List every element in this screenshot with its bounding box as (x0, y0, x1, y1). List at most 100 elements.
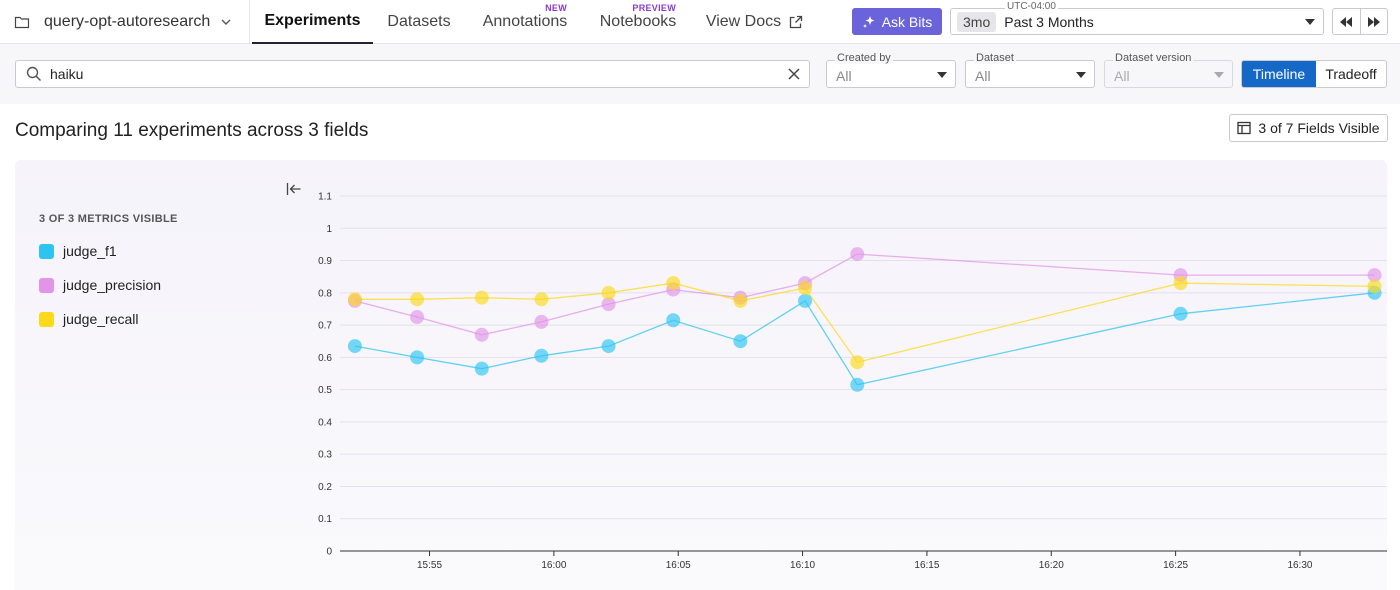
legend-swatch (39, 243, 54, 259)
search-box (15, 60, 810, 88)
timeline-chart: 0 0.1 0.2 0.3 0.4 0.5 0.6 0.7 0.8 0.9 1 1.1 15:55 16… (318, 192, 1387, 571)
x-tick-label: 15:55 (417, 560, 442, 571)
y-tick-label: 0.3 (318, 450, 332, 461)
x-tick-label: 16:10 (790, 560, 815, 571)
tab-label: Experiments (264, 12, 361, 29)
fast-forward-icon (1367, 16, 1380, 27)
x-axis-ticks: 15:55 16:00 16:05 16:10 16:15 16:20 16:25 16:30 (417, 551, 1313, 571)
data-point-judge-recall (1173, 276, 1188, 291)
data-point-judge-f1 (534, 348, 549, 363)
data-point-judge-recall (733, 293, 748, 308)
legend-header: 3 OF 3 METRICS VISIBLE (39, 213, 178, 225)
external-link-icon (789, 15, 803, 29)
data-point-judge-f1 (798, 293, 813, 308)
legend-swatch (39, 311, 54, 327)
dataset-value: All (975, 68, 991, 84)
y-tick-label: 0.6 (318, 353, 332, 364)
dataset-version-value: All (1114, 68, 1130, 84)
caret-down-icon (937, 72, 947, 78)
top-navigation: query-opt-autoresearch Experiments Datas… (0, 0, 1400, 44)
time-forward-button[interactable] (1359, 9, 1388, 34)
tab-label: View Docs (705, 13, 782, 30)
folder-icon (14, 16, 30, 29)
data-point-judge-f1 (474, 361, 489, 376)
legend-item-judge-f1[interactable]: judge_f1 (39, 243, 117, 259)
tab-datasets[interactable]: Datasets (373, 0, 465, 44)
rewind-icon (1340, 16, 1353, 27)
x-tick-label: 16:20 (1039, 560, 1064, 571)
tab-experiments[interactable]: Experiments (252, 0, 373, 44)
series-line-judge-recall (354, 282, 1375, 363)
dataset-dropdown[interactable]: Dataset All (965, 52, 1095, 88)
time-range-picker[interactable]: UTC-04:00 3mo Past 3 Months (950, 1, 1324, 35)
search-input[interactable] (50, 66, 787, 82)
data-point-judge-recall (601, 285, 616, 300)
data-point-judge-recall (347, 292, 362, 307)
time-back-button[interactable] (1333, 9, 1360, 34)
caret-down-icon (1305, 19, 1315, 25)
dataset-version-dropdown[interactable]: Dataset version All (1104, 52, 1233, 88)
ask-bits-label: Ask Bits (881, 13, 933, 30)
timeline-toggle-button[interactable]: Timeline (1242, 61, 1316, 87)
data-point-judge-precision (850, 247, 865, 262)
x-tick-label: 16:00 (541, 560, 566, 571)
data-point-judge-recall (474, 290, 489, 305)
legend-label: judge_precision (63, 277, 162, 293)
data-point-judge-f1 (347, 339, 362, 354)
tab-annotations[interactable]: NEW Annotations (470, 0, 580, 44)
tradeoff-toggle-button[interactable]: Tradeoff (1325, 66, 1377, 82)
data-point-judge-precision (534, 314, 549, 329)
collapse-sidebar-icon[interactable] (286, 182, 302, 196)
created-by-label: Created by (835, 52, 893, 64)
y-tick-label: 0.8 (318, 288, 332, 299)
y-tick-label: 1.1 (318, 192, 332, 203)
time-range-chip: 3mo (957, 11, 997, 32)
data-point-judge-precision (474, 327, 489, 342)
tab-label: Datasets (387, 13, 451, 30)
data-point-judge-recall (1367, 279, 1382, 294)
data-point-judge-recall (666, 276, 681, 291)
fields-visible-button[interactable]: 3 of 7 Fields Visible (1229, 114, 1388, 142)
time-nav-buttons (1332, 8, 1388, 35)
y-tick-label: 0.5 (318, 385, 332, 396)
search-icon (26, 66, 42, 82)
fields-visible-label: 3 of 7 Fields Visible (1258, 120, 1380, 136)
x-tick-label: 16:05 (666, 560, 691, 571)
tab-notebooks[interactable]: PREVIEW Notebooks (588, 0, 688, 44)
data-point-judge-precision (410, 310, 425, 325)
caret-down-icon (1076, 72, 1086, 78)
dataset-version-label: Dataset version (1113, 52, 1194, 64)
series-points (347, 247, 1382, 392)
y-tick-label: 0.9 (318, 256, 332, 267)
y-tick-label: 0 (326, 547, 332, 558)
preview-badge: PREVIEW (632, 3, 676, 13)
chart-panel: 3 OF 3 METRICS VISIBLE judge_f1 judge_pr… (15, 160, 1387, 590)
data-point-judge-recall (798, 280, 813, 295)
timezone-label: UTC-04:00 (1005, 1, 1058, 12)
y-tick-label: 0.4 (318, 417, 332, 428)
series-lines (354, 253, 1375, 386)
created-by-dropdown[interactable]: Created by All (826, 52, 956, 88)
sparkle-icon (862, 15, 875, 28)
data-point-judge-f1 (666, 313, 681, 328)
time-range-label: Past 3 Months (1004, 13, 1094, 30)
y-axis-ticks: 0 0.1 0.2 0.3 0.4 0.5 0.6 0.7 0.8 0.9 1 1.1 (318, 192, 332, 558)
y-tick-label: 0.2 (318, 482, 332, 493)
tab-label: Annotations (482, 13, 568, 30)
chart-grid (340, 195, 1387, 552)
data-point-judge-recall (534, 292, 549, 307)
close-icon[interactable] (787, 67, 801, 81)
legend-item-judge-recall[interactable]: judge_recall (39, 311, 139, 327)
x-tick-label: 16:30 (1287, 560, 1312, 571)
legend-swatch (39, 277, 54, 293)
data-point-judge-f1 (733, 334, 748, 349)
y-tick-label: 1 (326, 224, 332, 235)
tab-label: Notebooks (599, 13, 677, 30)
data-point-judge-precision (601, 297, 616, 312)
view-docs-link[interactable]: View Docs (697, 0, 812, 44)
project-selector[interactable]: query-opt-autoresearch (0, 0, 250, 44)
legend-label: judge_recall (63, 311, 139, 327)
columns-icon (1237, 121, 1252, 135)
ask-bits-button[interactable]: Ask Bits (852, 8, 942, 35)
legend-item-judge-precision[interactable]: judge_precision (39, 277, 161, 293)
